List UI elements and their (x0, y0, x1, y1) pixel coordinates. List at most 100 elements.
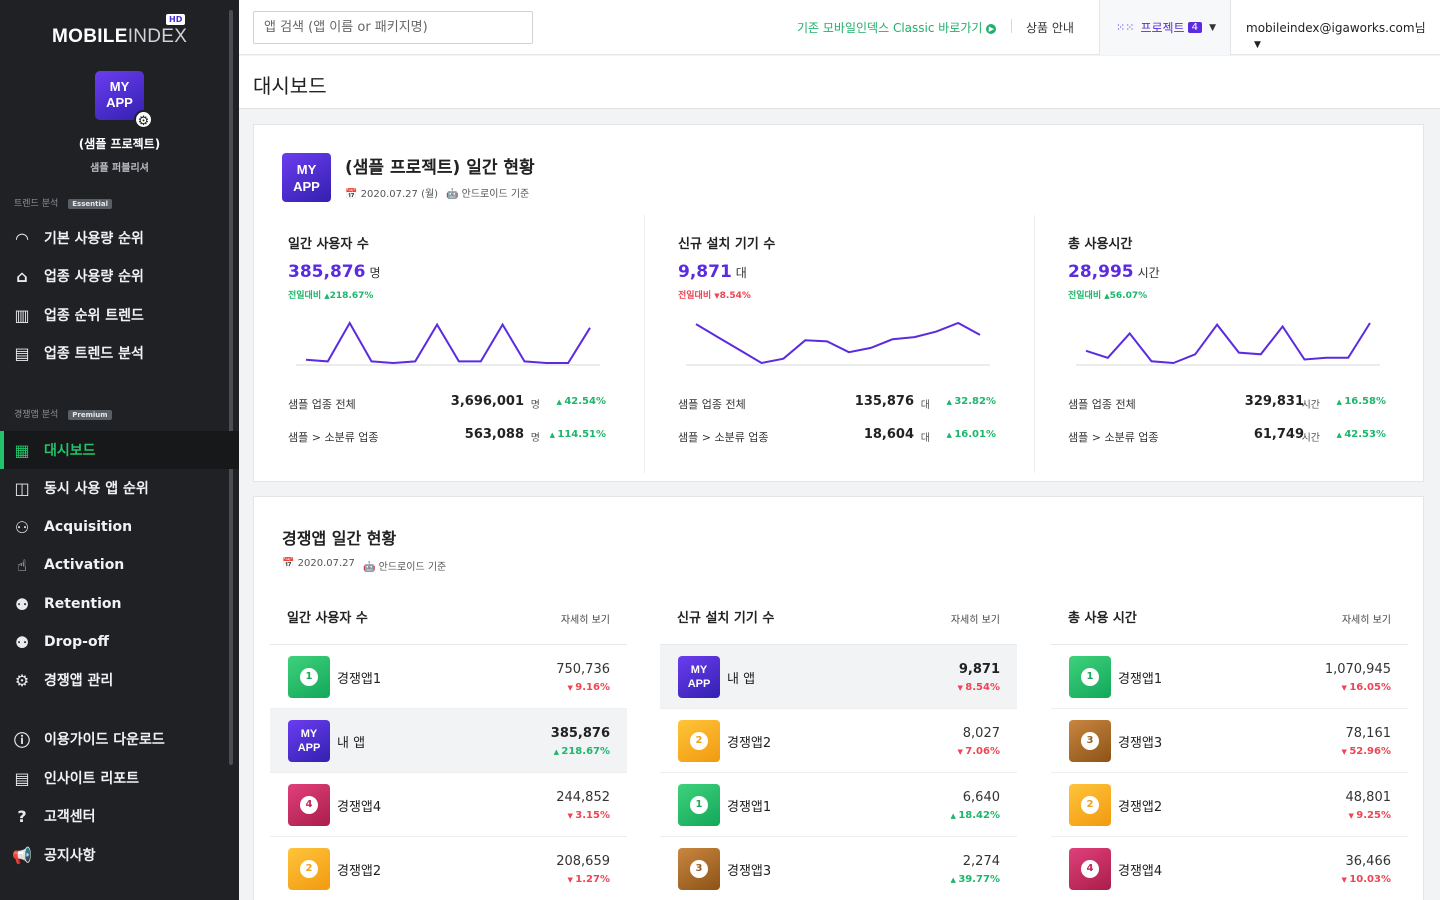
gauge-icon: ◠ (15, 228, 29, 248)
sidebar-item-guide-download[interactable]: ⓘ 이용가이드 다운로드 (0, 720, 239, 758)
daily-date: 📅 2020.07.27 (월) (345, 185, 438, 200)
app-icon-text-2: APP (106, 95, 133, 110)
app-value: 208,659 (556, 854, 610, 869)
app-change-value: 9.25% (1356, 810, 1391, 821)
app-change: ▼ 9.16% (567, 682, 610, 693)
my-app-icon: MY APP (282, 153, 331, 202)
sidebar-item-customer-center[interactable]: ? 고객센터 (0, 797, 239, 835)
app-rank-badge: 4 (1081, 860, 1099, 878)
page-header: 대시보드 (239, 56, 1440, 109)
list-item[interactable]: MY APP 내 앱 9,871 ▼ 8.54% (660, 645, 1017, 709)
sidebar-item-retention[interactable]: ⚉ Retention (0, 585, 239, 623)
user-menu[interactable]: mobileindex@igaworks.com님 ▼ (1246, 19, 1440, 50)
sidebar-item-acquisition[interactable]: ⚇ Acquisition (0, 508, 239, 546)
app-name: 내 앱 (727, 672, 756, 687)
add-user-icon: ⚇ (14, 517, 30, 537)
sidebar-item-basic-usage-rank[interactable]: ◠ 기본 사용량 순위 (0, 219, 239, 257)
row-unit: 명 (530, 433, 540, 444)
app-change: ▼ 52.96% (1342, 746, 1391, 757)
sparkline-line (1085, 322, 1371, 365)
sidebar-item-label: 경쟁앱 관리 (44, 673, 114, 689)
list-item[interactable]: 3 경쟁앱3 2,274 ▲ 39.77% (660, 837, 1017, 900)
list-item[interactable]: 2 경쟁앱2 208,659 ▼ 1.27% (270, 837, 627, 900)
app-name: 경쟁앱4 (337, 800, 382, 815)
metric-change: 전일대비 ▲218.67% (288, 288, 628, 301)
competitor-app-icon: 3 (1069, 720, 1111, 762)
section-badge: Essential (68, 199, 112, 209)
metric-number: 28,995 (1068, 262, 1134, 282)
list-item[interactable]: 4 경쟁앱4 36,466 ▼ 10.03% (1051, 837, 1408, 900)
sidebar-scrollbar[interactable] (229, 10, 233, 765)
competitor-column-new-installs: 신규 설치 기기 수 자세히 보기 MY APP 내 앱 9,871 ▼ 8.54% 2 경쟁앱… (660, 597, 1017, 900)
user-email: mobileindex@igaworks.com님 (1246, 21, 1426, 35)
list-item[interactable]: 2 경쟁앱2 48,801 ▼ 9.25% (1051, 773, 1408, 837)
list-item[interactable]: MY APP 내 앱 385,876 ▲ 218.67% (270, 709, 627, 773)
daily-status-title: (샘플 프로젝트) 일간 현황 (345, 158, 535, 178)
industry-subcategory-row: 샘플 > 소분류 업종 61,749 시간 ▲ 42.53% (1068, 427, 1388, 449)
view-more-link[interactable]: 자세히 보기 (950, 615, 1000, 626)
metric-value: 28,995 시간 (1068, 262, 1408, 282)
view-more-link[interactable]: 자세히 보기 (560, 615, 610, 626)
sidebar-item-industry-trend-analysis[interactable]: ▤ 업종 트렌드 분석 (0, 334, 239, 372)
competitor-app-icon: 2 (1069, 784, 1111, 826)
list-item[interactable]: 1 경쟁앱1 6,640 ▲ 18.42% (660, 773, 1017, 837)
page-title: 대시보드 (253, 74, 327, 98)
row-name: 샘플 > 소분류 업종 (288, 431, 379, 444)
app-rank-badge: 3 (1081, 732, 1099, 750)
sidebar-item-concurrent-apps[interactable]: ◫ 동시 사용 앱 순위 (0, 469, 239, 507)
industry-total-row: 샘플 업종 전체 135,876 대 ▲ 32.82% (678, 394, 998, 416)
app-value: 385,876 (550, 726, 610, 741)
row-pct: ▲ 16.01% (947, 429, 996, 440)
list-item[interactable]: 1 경쟁앱1 1,070,945 ▼ 16.05% (1051, 645, 1408, 709)
view-more-link[interactable]: 자세히 보기 (1341, 615, 1391, 626)
competitor-column-total-usage: 총 사용 시간 자세히 보기 1 경쟁앱1 1,070,945 ▼ 16.05% 3 경쟁앱3… (1051, 597, 1408, 900)
app-name: 경쟁앱2 (337, 864, 382, 879)
list-item[interactable]: 2 경쟁앱2 8,027 ▼ 7.06% (660, 709, 1017, 773)
sidebar-item-label: 고객센터 (44, 809, 96, 825)
list-item[interactable]: 3 경쟁앱3 78,161 ▼ 52.96% (1051, 709, 1408, 773)
list-item[interactable]: 1 경쟁앱1 750,736 ▼ 9.16% (270, 645, 627, 709)
app-search-input[interactable] (253, 11, 533, 44)
sidebar-item-industry-usage-rank[interactable]: ⌂ 업종 사용량 순위 (0, 257, 239, 295)
sparkline-chart (296, 320, 600, 366)
store-icon: ⌂ (16, 266, 28, 286)
sidebar-item-activation[interactable]: ☝ Activation (0, 546, 239, 584)
project-settings-gear-icon[interactable]: ⚙ (134, 110, 153, 129)
trend-arrow-icon: ▼ (567, 812, 576, 820)
sidebar-item-competitor-manage[interactable]: ⚙ 경쟁앱 관리 (0, 661, 239, 699)
row-pct-value: 114.51% (557, 429, 606, 440)
app-value: 78,161 (1345, 726, 1392, 741)
logo[interactable]: MOBILEINDEX (52, 26, 187, 48)
app-value: 750,736 (556, 662, 610, 677)
project-dropdown-button[interactable]: ⁙⁙ 프로젝트 4 ▼ (1099, 0, 1231, 55)
sidebar-item-notice[interactable]: 📢 공지사항 (0, 836, 239, 874)
app-change-value: 39.77% (958, 874, 1000, 885)
android-icon: 🤖 (363, 562, 376, 573)
industry-total-row: 샘플 업종 전체 3,696,001 명 ▲ 42.54% (288, 394, 608, 416)
sidebar-item-industry-rank-trend[interactable]: ▥ 업종 순위 트렌드 (0, 296, 239, 334)
app-name: 내 앱 (337, 736, 366, 751)
trend-arrow-icon: ▼ (957, 748, 966, 756)
sidebar-item-drop-off[interactable]: ⚉ Drop-off (0, 623, 239, 661)
app-value: 244,852 (556, 790, 610, 805)
sidebar-item-insight-report[interactable]: ▤ 인사이트 리포트 (0, 759, 239, 797)
product-info-link[interactable]: 상품 안내 (1026, 21, 1074, 35)
row-unit: 대 (920, 433, 930, 444)
app-rank-badge: 1 (1081, 668, 1099, 686)
calendar-icon: 📅 (282, 558, 295, 569)
row-pct: ▲ 114.51% (550, 429, 606, 440)
row-value: 329,831 (1244, 394, 1304, 409)
sidebar-item-dashboard[interactable]: ▦ 대시보드 (0, 431, 239, 469)
list-item[interactable]: 4 경쟁앱4 244,852 ▼ 3.15% (270, 773, 627, 837)
row-unit: 대 (920, 400, 930, 411)
competitor-date: 📅 2020.07.27 (282, 558, 355, 569)
app-icon-text-2: APP (687, 678, 711, 690)
classic-link[interactable]: 기존 모바일인덱스 Classic 바로가기 ▶ (797, 19, 997, 36)
project-count-badge: 4 (1187, 22, 1202, 33)
sidebar-item-label: Retention (44, 596, 122, 612)
competitor-app-icon: 2 (288, 848, 330, 890)
classic-link-label: 기존 모바일인덱스 Classic 바로가기 (797, 21, 983, 35)
user-retention-icon: ⚉ (14, 594, 30, 614)
sidebar-section-trend: 트렌드 분석 Essential (14, 196, 112, 209)
